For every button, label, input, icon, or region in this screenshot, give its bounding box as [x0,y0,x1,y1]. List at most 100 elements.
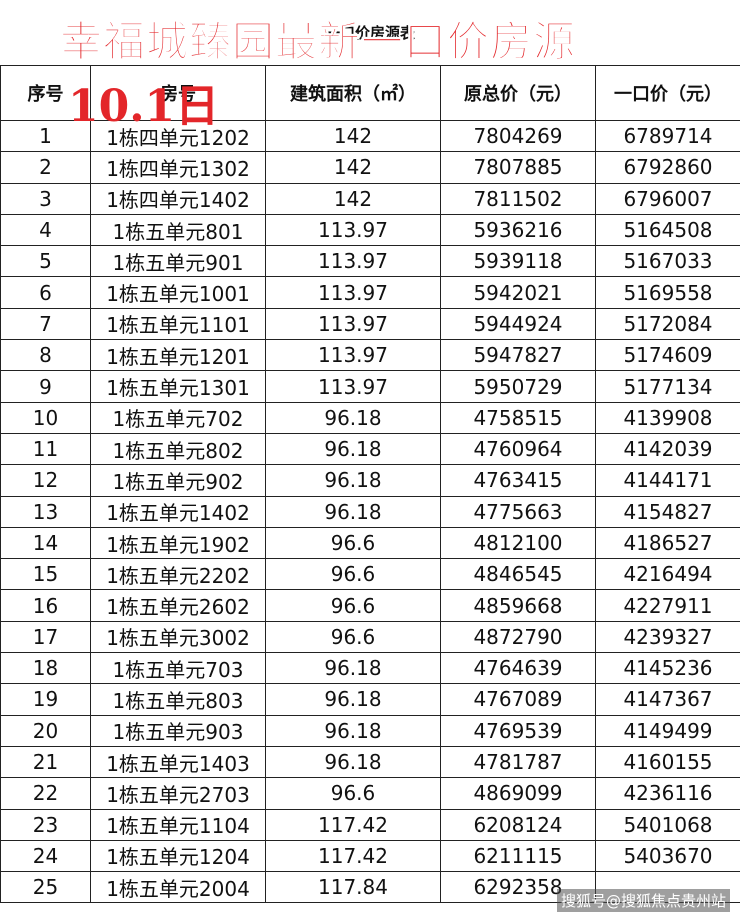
table-cell: 5174609 [595,339,740,372]
table-cell: 4154827 [595,495,740,528]
table-cell: 4216494 [595,558,740,591]
table-cell: 22 [0,777,91,810]
table-cell: 4147367 [595,683,740,716]
table-cell: 24 [0,839,91,873]
table-cell: 6796007 [595,182,740,215]
price-table: 序号 房号 建筑面积（㎡） 原总价（元） 一口价（元） 1 1栋四单元1202 142 780… [0,65,740,904]
table-cell: 4812100 [440,526,596,560]
table-cell: 1栋五单元802 [90,432,266,466]
table-cell: 96.6 [265,526,441,560]
table-cell: 1栋五单元2602 [90,589,266,622]
table-row: 21 1栋五单元1403 96.18 4781787 4160155 [0,745,740,779]
table-cell: 117.42 [265,839,441,873]
table-cell: 3 [0,182,91,215]
table-cell: 21 [0,745,91,779]
table-cell: 6208124 [440,808,596,841]
table-cell: 1栋五单元1403 [90,745,266,779]
table-cell: 1栋四单元1202 [90,119,266,153]
table-cell: 5177134 [595,370,740,403]
table-cell: 5936216 [440,213,596,247]
table-cell: 4846545 [440,558,596,591]
table-cell: 96.18 [265,714,441,747]
table-row: 5 1栋五单元901 113.97 5939118 5167033 [0,245,740,278]
table-cell: 96.6 [265,620,441,654]
watermark: 搜狐号@搜狐焦点贵州站 [556,889,730,912]
table-cell: 5172084 [595,307,740,341]
table-cell: 10 [0,401,91,434]
table-cell: 1栋五单元903 [90,714,266,747]
column-header: 建筑面积（㎡） [265,65,441,121]
table-row: 15 1栋五单元2202 96.6 4846545 4216494 [0,558,740,591]
table-cell: 96.18 [265,745,441,779]
column-header: 原总价（元） [440,65,596,121]
table-cell: 7 [0,307,91,341]
table-cell: 1栋五单元3002 [90,620,266,654]
table-cell: 1栋五单元703 [90,652,266,685]
table-cell: 96.6 [265,777,441,810]
table-cell: 6792860 [595,151,740,184]
table-row: 20 1栋五单元903 96.18 4769539 4149499 [0,714,740,747]
table-cell: 16 [0,589,91,622]
table-row: 9 1栋五单元1301 113.97 5950729 5177134 [0,370,740,403]
table-cell: 4781787 [440,745,596,779]
table-cell: 96.18 [265,432,441,466]
overlay-title: 幸福城臻园最新一口价房源 [59,17,577,67]
table-cell: 142 [265,151,441,184]
table-cell: 5942021 [440,276,596,309]
table-cell: 14 [0,526,91,560]
table-cell: 1栋五单元702 [90,401,266,434]
table-cell: 1栋五单元1001 [90,276,266,309]
table-cell: 113.97 [265,307,441,341]
table-cell: 4769539 [440,714,596,747]
table-row: 16 1栋五单元2602 96.6 4859668 4227911 [0,589,740,622]
table-cell: 1栋四单元1302 [90,151,266,184]
table-cell: 15 [0,558,91,591]
table-cell: 113.97 [265,339,441,372]
table-cell: 5944924 [440,307,596,341]
table-cell: 4760964 [440,432,596,466]
table-cell: 4758515 [440,401,596,434]
table-cell: 25 [0,871,91,904]
table-title: 一口价房源表 [324,24,415,42]
column-header: 一口价（元） [595,65,740,121]
table-row: 12 1栋五单元902 96.18 4763415 4144171 [0,464,740,497]
table-cell: 2 [0,151,91,184]
table-cell: 4 [0,213,91,247]
table-cell: 1栋五单元801 [90,213,266,247]
table-cell: 7811502 [440,182,596,215]
table-cell: 19 [0,683,91,716]
table-cell: 4764639 [440,652,596,685]
table-row: 7 1栋五单元1101 113.97 5944924 5172084 [0,307,740,341]
table-cell: 1栋五单元902 [90,464,266,497]
table-row: 24 1栋五单元1204 117.42 6211115 5403670 [0,839,740,873]
table-row: 6 1栋五单元1001 113.97 5942021 5169558 [0,276,740,309]
table-cell: 113.97 [265,276,441,309]
table-cell: 4872790 [440,620,596,654]
table-cell: 117.42 [265,808,441,841]
table-cell: 113.97 [265,370,441,403]
table-row: 18 1栋五单元703 96.18 4764639 4145236 [0,652,740,685]
table-cell: 9 [0,370,91,403]
table-cell: 1栋五单元1101 [90,307,266,341]
table-cell: 7807885 [440,151,596,184]
table-cell: 11 [0,432,91,466]
table-cell: 1栋五单元1402 [90,495,266,528]
table-row: 1 1栋四单元1202 142 7804269 6789714 [0,119,740,153]
table-cell: 17 [0,620,91,654]
table-cell: 5950729 [440,370,596,403]
table-cell: 5164508 [595,213,740,247]
table-cell: 5947827 [440,339,596,372]
table-cell: 4767089 [440,683,596,716]
header-row: 序号 房号 建筑面积（㎡） 原总价（元） 一口价（元） [0,65,740,121]
table-cell: 4149499 [595,714,740,747]
table-cell: 4239327 [595,620,740,654]
table-row: 11 1栋五单元802 96.18 4760964 4142039 [0,432,740,466]
table-cell: 96.6 [265,558,441,591]
table-cell: 4869099 [440,777,596,810]
table-cell: 13 [0,495,91,528]
table-cell: 96.18 [265,652,441,685]
table-row: 10 1栋五单元702 96.18 4758515 4139908 [0,401,740,434]
table-cell: 142 [265,119,441,153]
table-cell: 1栋五单元2004 [90,871,266,904]
table-cell: 1栋五单元2202 [90,558,266,591]
